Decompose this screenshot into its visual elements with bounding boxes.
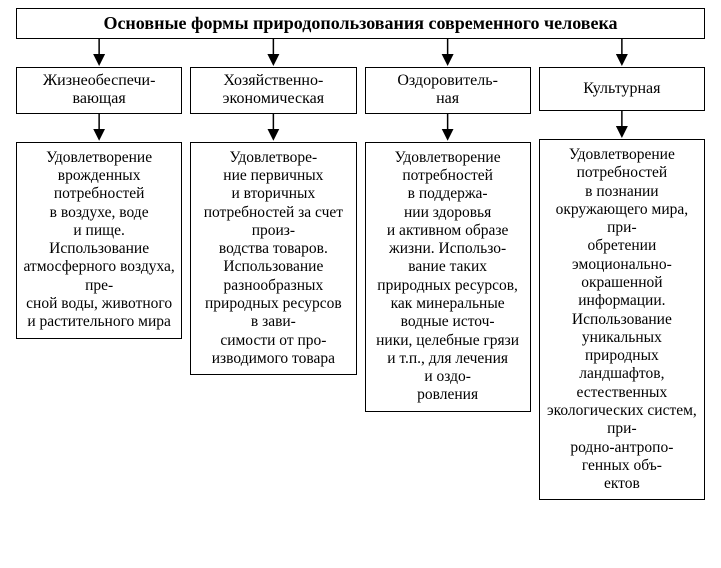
- category-box-1: Хозяйственно-экономическая: [190, 67, 356, 114]
- desc-box-3: Удовлетворение потребностей в познании о…: [539, 139, 705, 500]
- columns-container: Жизнеобеспечи-вающая Удовлетворение врож…: [16, 67, 705, 500]
- column-1: Хозяйственно-экономическая Удовлетворе-н…: [190, 67, 356, 500]
- category-label-3: Культурная: [583, 80, 660, 98]
- category-box-0: Жизнеобеспечи-вающая: [16, 67, 182, 114]
- desc-box-1: Удовлетворе-ние первичных и вторичных по…: [190, 142, 356, 375]
- desc-text-3: Удовлетворение потребностей в познании о…: [547, 146, 697, 492]
- title-text: Основные формы природопользования соврем…: [103, 13, 617, 33]
- category-label-2: Оздоровитель-ная: [397, 72, 498, 109]
- category-label-1: Хозяйственно-экономическая: [223, 72, 324, 109]
- category-box-3: Культурная: [539, 67, 705, 111]
- desc-text-0: Удовлетворение врожденных потребностей в…: [23, 149, 174, 331]
- desc-text-1: Удовлетворе-ние первичных и вторичных по…: [204, 149, 343, 367]
- column-0: Жизнеобеспечи-вающая Удовлетворение врож…: [16, 67, 182, 500]
- category-box-2: Оздоровитель-ная: [365, 67, 531, 114]
- column-3: Культурная Удовлетворение потребностей в…: [539, 67, 705, 500]
- desc-box-0: Удовлетворение врожденных потребностей в…: [16, 142, 182, 339]
- desc-box-2: Удовлетворение потребностей в поддержа-н…: [365, 142, 531, 412]
- title-box: Основные формы природопользования соврем…: [16, 8, 705, 39]
- column-2: Оздоровитель-ная Удовлетворение потребно…: [365, 67, 531, 500]
- category-label-0: Жизнеобеспечи-вающая: [43, 72, 156, 109]
- desc-text-2: Удовлетворение потребностей в поддержа-н…: [376, 149, 519, 404]
